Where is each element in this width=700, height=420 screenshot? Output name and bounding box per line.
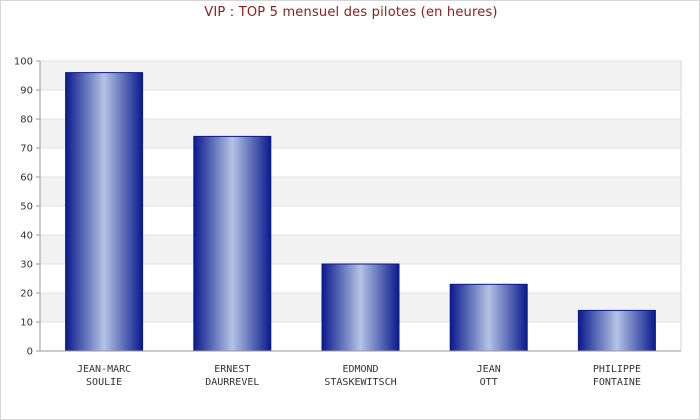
x-tick-label: STASKEWITSCH <box>324 377 396 388</box>
y-tick-label: 80 <box>20 115 33 126</box>
x-tick-label: FONTAINE <box>593 377 641 388</box>
x-tick-label: DAURREVEL <box>205 377 259 388</box>
x-axis: JEAN-MARC SOULIE ERNEST DAURREVEL EDMOND STAS… <box>36 350 681 388</box>
x-tick-label: OTT <box>480 377 498 388</box>
grid-band <box>40 235 681 264</box>
y-tick-label: 10 <box>20 318 33 329</box>
chart-title: VIP : TOP 5 mensuel des pilotes (en heur… <box>204 5 498 20</box>
y-tick-label: 40 <box>20 231 33 242</box>
bar <box>65 72 144 352</box>
y-tick-label: 50 <box>20 202 33 213</box>
grid-band <box>40 119 681 148</box>
bar <box>193 135 272 352</box>
bar <box>577 309 656 352</box>
x-tick-label: JEAN-MARC <box>77 364 131 375</box>
x-tick-label: ERNEST <box>214 364 250 375</box>
y-tick-label: 20 <box>20 289 33 300</box>
y-axis: 0 10 20 30 40 50 60 70 80 90 100 <box>14 57 41 358</box>
x-tick-label: SOULIE <box>86 377 122 388</box>
bar <box>321 263 400 352</box>
y-tick-label: 70 <box>20 144 33 155</box>
grid-band <box>40 177 681 206</box>
bar <box>449 283 528 352</box>
x-tick-label: JEAN <box>477 364 501 375</box>
grid-bands <box>40 61 681 322</box>
y-tick-label: 60 <box>20 173 33 184</box>
y-tick-label: 0 <box>27 347 33 358</box>
x-tick-label: PHILIPPE <box>593 364 641 375</box>
grid-band <box>40 61 681 90</box>
y-tick-label: 90 <box>20 86 33 97</box>
x-tick-label: EDMOND <box>342 364 378 375</box>
y-tick-label: 100 <box>14 57 33 68</box>
y-tick-label: 30 <box>20 260 33 271</box>
bars <box>65 72 656 352</box>
